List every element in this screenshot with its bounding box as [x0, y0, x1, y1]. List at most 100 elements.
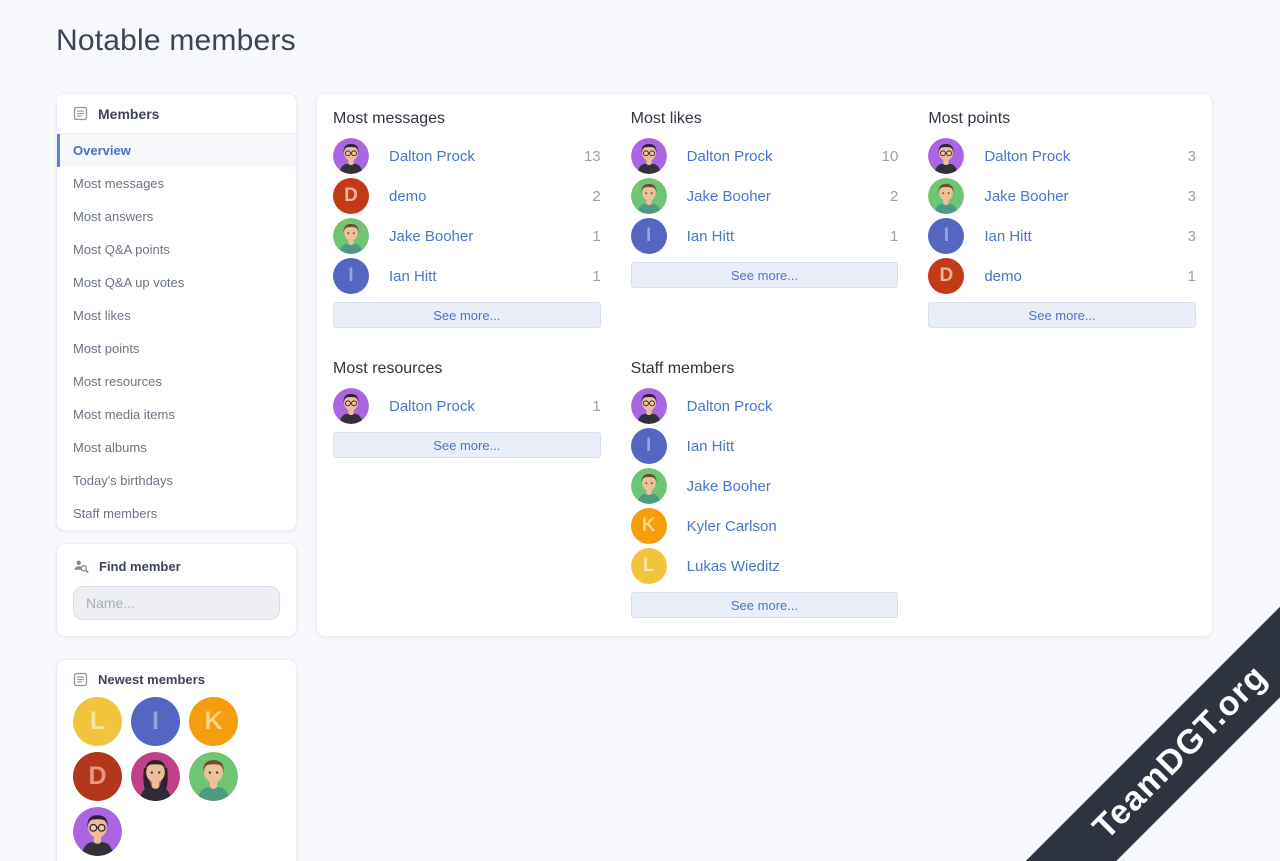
sidebar: Members Overview Most messages Most answer…: [56, 93, 297, 861]
member-count: 1: [592, 397, 601, 415]
member-row: Dalton Prock: [630, 386, 899, 426]
section-title: Most resources: [333, 360, 443, 377]
avatar-photo-dalton[interactable]: [73, 807, 122, 856]
member-name-link[interactable]: Jake Booher: [686, 477, 771, 495]
member-row: Jake Booher: [630, 466, 899, 506]
member-count: 1: [592, 267, 601, 285]
member-name-link[interactable]: Ian Hitt: [389, 267, 437, 285]
avatar-photo-dalton[interactable]: [630, 388, 667, 424]
member-count: 1: [1187, 267, 1196, 285]
member-count: 10: [881, 147, 899, 165]
member-name-link[interactable]: Ian Hitt: [686, 437, 735, 455]
avatar-letter-i[interactable]: I: [630, 428, 667, 464]
avatar-photo-jake[interactable]: [630, 468, 667, 504]
section-title: Most messages: [333, 110, 446, 127]
see-more-button[interactable]: See more...: [630, 592, 899, 618]
avatar-letter-k[interactable]: K: [189, 697, 238, 746]
member-count: 2: [592, 187, 601, 205]
sidebar-item-overview[interactable]: Overview: [57, 134, 296, 167]
member-name-link[interactable]: Kyler Carlson: [686, 517, 777, 535]
sidebar-item-most-points[interactable]: Most points: [73, 341, 140, 356]
member-name-link[interactable]: Dalton Prock: [389, 147, 475, 165]
avatar-letter-d[interactable]: D: [928, 258, 965, 294]
avatar-letter-i[interactable]: I: [333, 258, 369, 294]
member-name-link[interactable]: Dalton Prock: [686, 147, 773, 165]
avatar-letter-i[interactable]: I: [630, 218, 667, 254]
section-title: Most likes: [630, 110, 702, 127]
doc-list-icon: [73, 672, 88, 687]
sidebar-item-most-answers[interactable]: Most answers: [73, 209, 154, 224]
member-count: 3: [1187, 227, 1196, 245]
avatar-photo-jake[interactable]: [189, 752, 238, 801]
member-name-link[interactable]: demo: [984, 267, 1022, 285]
member-row: K Kyler Carlson: [630, 506, 899, 546]
see-more-button[interactable]: See more...: [928, 302, 1196, 328]
member-count: 1: [889, 227, 899, 245]
sidebar-item-most-media-items[interactable]: Most media items: [73, 407, 175, 422]
sidebar-item-staff-members[interactable]: Staff members: [73, 506, 158, 521]
avatar-photo-dalton[interactable]: [630, 138, 667, 174]
member-count: 2: [889, 187, 899, 205]
avatar-letter-l[interactable]: L: [73, 697, 122, 746]
member-name-link[interactable]: Dalton Prock: [389, 397, 475, 415]
member-name-link[interactable]: Jake Booher: [686, 187, 771, 205]
members-block-title: Members: [98, 105, 160, 122]
avatar-photo-jake[interactable]: [333, 218, 369, 254]
section-most-likes: Most likes Dalton Prock 10 Jake Booher 2 I Ian…: [630, 110, 899, 328]
see-more-button[interactable]: See more...: [630, 262, 899, 288]
sidebar-item-most-likes[interactable]: Most likes: [73, 308, 131, 323]
member-name-link[interactable]: Jake Booher: [984, 187, 1069, 205]
avatar-photo-dalton[interactable]: [928, 138, 965, 174]
avatar-letter-i[interactable]: I: [928, 218, 965, 254]
see-more-button[interactable]: See more...: [333, 432, 601, 458]
find-member-header: Find member: [73, 558, 280, 574]
sidebar-item-most-albums[interactable]: Most albums: [73, 440, 147, 455]
member-row: Dalton Prock 10: [630, 136, 899, 176]
member-count: 1: [592, 227, 601, 245]
sidebar-item-most-messages[interactable]: Most messages: [73, 176, 165, 191]
sidebar-item-most-q-a-points[interactable]: Most Q&A points: [73, 242, 170, 257]
avatar-photo-dalton[interactable]: [333, 138, 369, 174]
member-name-link[interactable]: demo: [389, 187, 427, 205]
sidebar-item-most-resources[interactable]: Most resources: [73, 374, 162, 389]
member-name-link[interactable]: Ian Hitt: [984, 227, 1032, 245]
sidebar-item-most-q-a-up-votes[interactable]: Most Q&A up votes: [73, 275, 185, 290]
member-name-link[interactable]: Lukas Wieditz: [686, 557, 781, 575]
find-member-input[interactable]: [73, 586, 280, 620]
member-search-icon: [74, 560, 89, 574]
avatar-letter-l[interactable]: L: [630, 548, 667, 584]
member-name-link[interactable]: Dalton Prock: [686, 397, 773, 415]
member-name-link[interactable]: Jake Booher: [389, 227, 474, 245]
member-row: I Ian Hitt 1: [630, 216, 899, 256]
avatar-photo-woman[interactable]: [131, 752, 180, 801]
avatar-photo-dalton[interactable]: [333, 388, 369, 424]
member-row: Dalton Prock 3: [928, 136, 1196, 176]
avatar-photo-jake[interactable]: [928, 178, 965, 214]
see-more-button[interactable]: See more...: [333, 302, 601, 328]
member-name-link[interactable]: Ian Hitt: [686, 227, 735, 245]
avatar-letter-k[interactable]: K: [630, 508, 667, 544]
member-row: I Ian Hitt 3: [928, 216, 1196, 256]
member-count: 3: [1187, 187, 1196, 205]
member-row: Jake Booher 3: [928, 176, 1196, 216]
members-block-header: Members: [57, 94, 296, 134]
newest-members-header: Newest members: [73, 672, 280, 687]
newest-members-title: Newest members: [98, 672, 205, 687]
avatar-letter-d[interactable]: D: [333, 178, 369, 214]
sidebar-item-today-s-birthdays[interactable]: Today's birthdays: [73, 473, 174, 488]
member-name-link[interactable]: Dalton Prock: [984, 147, 1071, 165]
member-row: Jake Booher 2: [630, 176, 899, 216]
page-title: Notable members: [56, 24, 296, 57]
avatar-letter-d[interactable]: D: [73, 752, 122, 801]
section-staff-members: Staff members Dalton Prock I Ian Hitt Jake B…: [630, 360, 899, 618]
avatar-photo-jake[interactable]: [630, 178, 667, 214]
member-row: L Lukas Wieditz: [630, 546, 899, 586]
find-member-block: Find member: [56, 543, 297, 637]
members-nav: Overview Most messages Most answers Most Q&…: [57, 134, 296, 530]
avatar-letter-i[interactable]: I: [131, 697, 180, 746]
